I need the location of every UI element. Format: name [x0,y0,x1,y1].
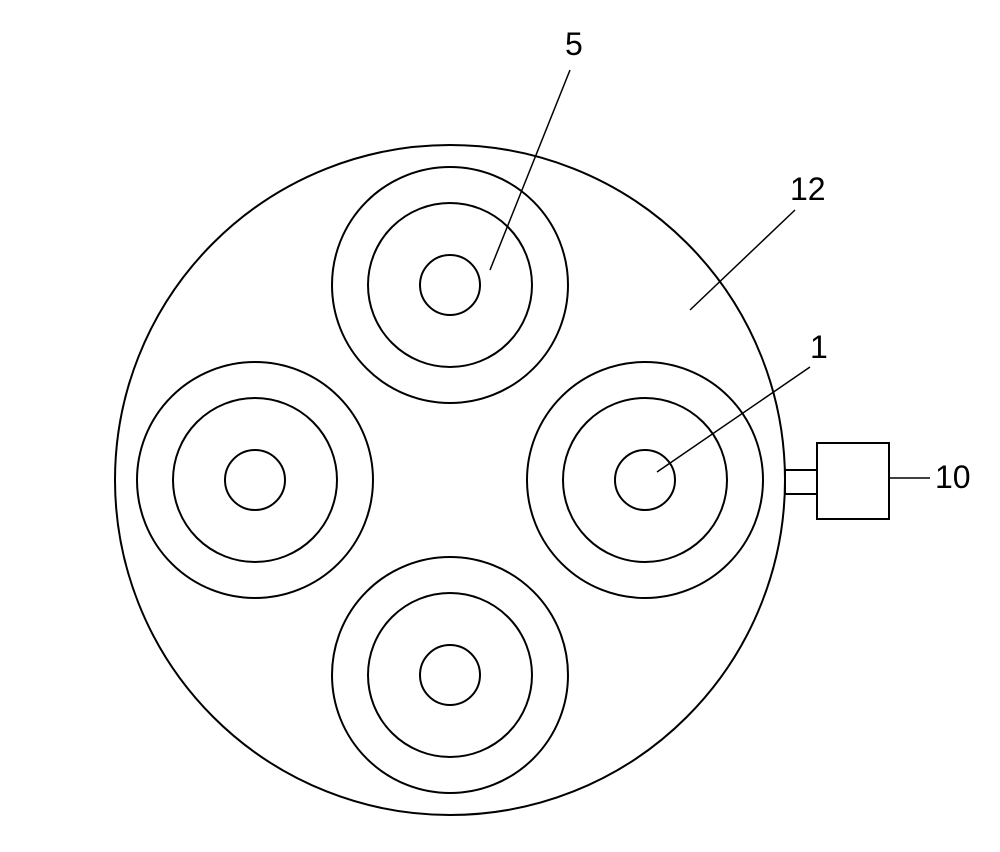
label-12: 12 [790,171,826,207]
label-10: 10 [935,459,971,495]
label-5: 5 [565,26,583,62]
label-1: 1 [810,329,828,365]
technical-diagram: 5 12 1 10 [0,0,1000,852]
